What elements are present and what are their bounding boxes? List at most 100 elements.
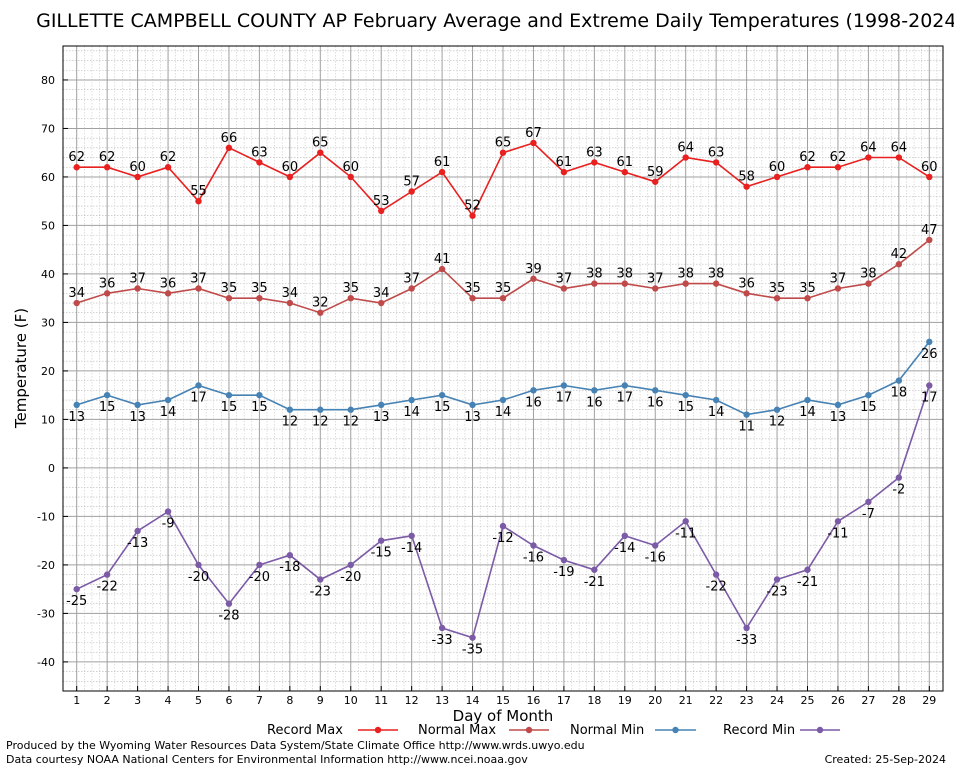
data-point: [225, 600, 233, 607]
data-point: [499, 522, 507, 530]
data-point: [895, 377, 903, 384]
data-label: -11: [675, 526, 696, 541]
data-label: -7: [862, 507, 875, 522]
data-point: [743, 183, 750, 190]
data-point: [804, 294, 811, 302]
x-tick-label: 6: [225, 694, 232, 707]
data-point: [926, 173, 933, 181]
data-label: 12: [312, 415, 329, 430]
y-tick-label: -30: [37, 607, 55, 620]
x-tick-label: 26: [831, 694, 845, 707]
grid-major: [63, 46, 943, 691]
y-tick-label: 60: [41, 171, 55, 184]
data-label: 16: [586, 395, 603, 410]
y-tick-label: 10: [41, 413, 55, 426]
data-point: [347, 561, 354, 569]
data-label: 34: [282, 286, 299, 301]
legend-label: Record Min: [723, 723, 795, 738]
data-point: [865, 391, 872, 399]
data-point: [256, 294, 263, 302]
data-label: 38: [586, 267, 603, 282]
data-label: 42: [891, 247, 908, 262]
data-label: 13: [68, 410, 85, 425]
data-point: [73, 164, 80, 171]
data-label: 32: [312, 296, 329, 311]
data-point: [469, 634, 476, 641]
x-tick-label: 5: [195, 694, 202, 707]
data-point: [621, 382, 628, 389]
data-label: 14: [708, 405, 725, 420]
data-label: 35: [799, 281, 816, 296]
data-label: 55: [190, 184, 207, 199]
data-point: [103, 571, 111, 578]
data-label: 63: [586, 145, 603, 160]
x-tick-label: 18: [587, 694, 601, 707]
data-label: 16: [647, 395, 664, 410]
y-tick-label: 30: [41, 316, 55, 329]
x-tick-label: 2: [104, 694, 111, 707]
data-label: -12: [492, 531, 513, 546]
series-record-min: -25 -22 -13 -9 -20 -28 -20 -18 -23 -20 -15 -14 -33 -3…: [66, 382, 938, 658]
data-point: [256, 159, 263, 166]
data-point: [712, 571, 720, 578]
data-label: -20: [249, 570, 270, 585]
data-point: [499, 396, 507, 404]
data-label: 60: [769, 160, 786, 175]
data-label: -13: [127, 536, 148, 551]
data-label: 66: [221, 131, 238, 146]
data-point: [164, 164, 172, 171]
y-tick-label: 70: [41, 122, 55, 135]
data-point: [286, 299, 294, 307]
data-point: [256, 391, 263, 399]
data-point: [347, 406, 354, 413]
data-point: [712, 396, 720, 404]
series-normal-max: 34 36 37 36 37 35 35 34 32 35 34 37 41 35 35 39 37 38 38 37…: [68, 223, 938, 316]
y-axis-ticks: -40 -30 -20 -10 0 10 20 30 40 50 60 70 80: [37, 74, 68, 669]
data-label: 34: [373, 286, 390, 301]
data-label: 12: [342, 415, 359, 430]
data-label: -14: [401, 541, 422, 556]
x-tick-label: 7: [256, 694, 263, 707]
data-point: [743, 624, 750, 632]
data-point: [195, 197, 202, 205]
data-point: [408, 396, 415, 404]
data-point: [317, 576, 324, 583]
y-tick-label: 0: [48, 462, 55, 475]
y-tick-label: -10: [37, 510, 55, 523]
data-label: 37: [190, 271, 207, 286]
data-point: [834, 518, 842, 525]
data-point: [682, 391, 689, 399]
data-label: 37: [129, 271, 146, 286]
data-label: 26: [921, 347, 938, 362]
data-point: [164, 396, 172, 404]
data-point: [773, 173, 781, 181]
data-point: [317, 406, 324, 413]
data-label: 13: [830, 410, 847, 425]
x-tick-label: 4: [165, 694, 172, 707]
data-point: [621, 168, 628, 176]
data-label: 38: [708, 267, 725, 282]
data-label: 16: [525, 395, 542, 410]
data-point: [469, 401, 476, 409]
data-label: -15: [371, 546, 392, 561]
data-label: -22: [706, 580, 727, 595]
x-tick-label: 11: [374, 694, 388, 707]
data-label: -21: [584, 575, 605, 590]
series-normal-min: 13 15 13 14 17 15 15 12 12 12 13 14 15 13 14 16 17 16 17 16…: [68, 338, 938, 435]
legend-label: Record Max: [267, 723, 343, 738]
data-label: 15: [221, 400, 238, 415]
data-point: [743, 290, 750, 297]
x-tick-label: 13: [435, 694, 449, 707]
data-point: [682, 280, 689, 287]
y-tick-label: -20: [37, 559, 55, 572]
legend: Record Max Normal Max Normal Min Record Min: [267, 723, 840, 738]
x-tick-label: 19: [618, 694, 632, 707]
data-label: -19: [553, 565, 574, 580]
data-label: 35: [464, 281, 481, 296]
data-point: [712, 280, 720, 287]
data-point: [408, 532, 415, 540]
data-point: [134, 527, 141, 535]
legend-marker: [525, 726, 533, 734]
data-point: [834, 164, 842, 171]
data-label: 13: [373, 410, 390, 425]
